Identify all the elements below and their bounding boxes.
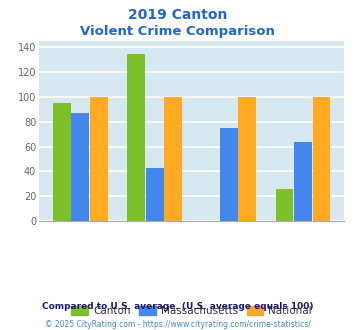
Bar bbox=[164, 97, 182, 221]
Text: 2019 Canton: 2019 Canton bbox=[128, 8, 227, 22]
Bar bbox=[127, 54, 145, 221]
Text: Compared to U.S. average. (U.S. average equals 100): Compared to U.S. average. (U.S. average … bbox=[42, 302, 313, 311]
Bar bbox=[53, 103, 71, 221]
Bar bbox=[294, 142, 312, 221]
Text: © 2025 CityRating.com - https://www.cityrating.com/crime-statistics/: © 2025 CityRating.com - https://www.city… bbox=[45, 320, 310, 329]
Bar bbox=[275, 189, 293, 221]
Bar bbox=[313, 97, 331, 221]
Bar bbox=[90, 97, 108, 221]
Text: Violent Crime Comparison: Violent Crime Comparison bbox=[80, 25, 275, 38]
Bar bbox=[239, 97, 256, 221]
Bar bbox=[146, 168, 164, 221]
Bar bbox=[220, 128, 238, 221]
Bar bbox=[71, 113, 89, 221]
Legend: Canton, Massachusetts, National: Canton, Massachusetts, National bbox=[67, 302, 316, 320]
